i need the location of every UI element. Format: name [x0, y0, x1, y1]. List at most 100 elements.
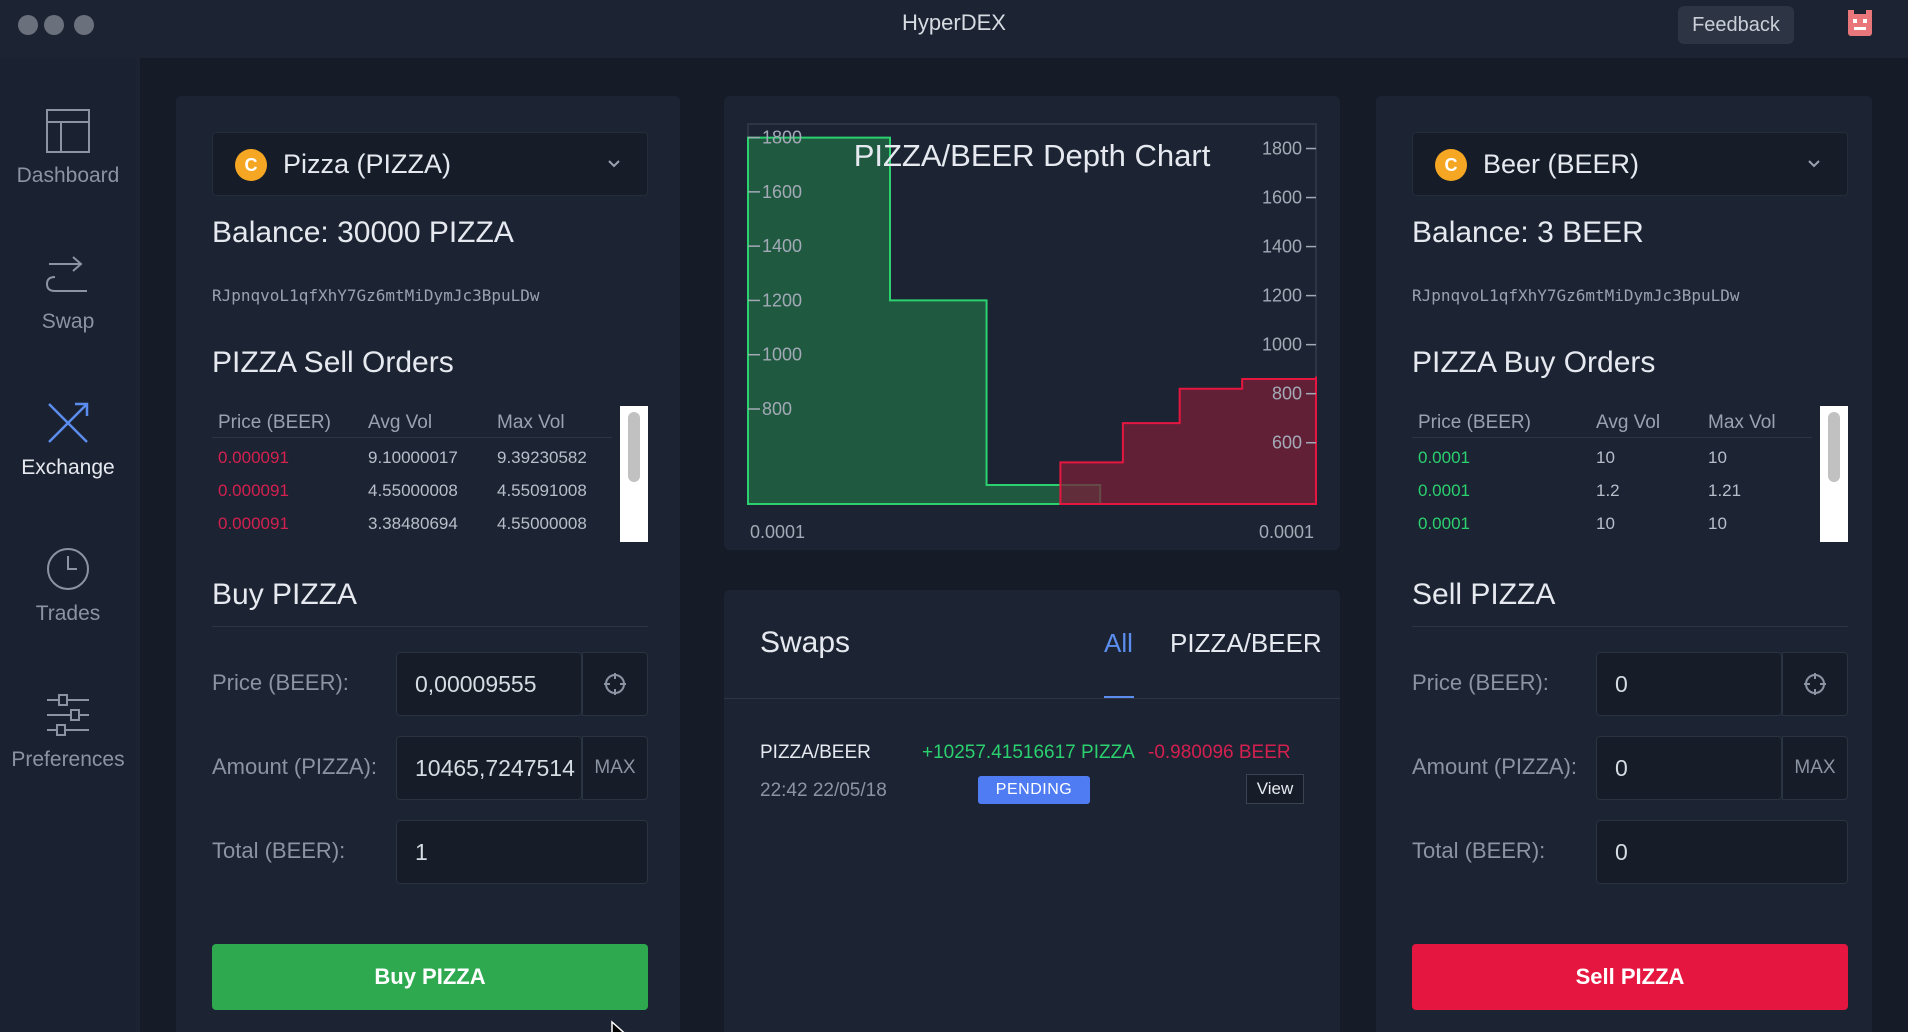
close-window-button[interactable] [18, 15, 38, 35]
column-header-price: Price (BEER) [1418, 412, 1531, 433]
right-tick-label: 1600 [1262, 188, 1302, 208]
x-tick-label: 0.0001 [750, 522, 805, 542]
sell-button[interactable]: Sell PIZZA [1412, 944, 1848, 1010]
price-input[interactable]: 0 [1596, 652, 1782, 716]
scrollbar-thumb[interactable] [628, 412, 640, 482]
chart-title: PIZZA/BEER Depth Chart [854, 138, 1211, 173]
orders-scrollbar[interactable] [620, 406, 648, 542]
sliders-icon [47, 694, 89, 736]
order-max-vol: 9.39230582 [497, 448, 587, 467]
orders-scrollbar[interactable] [1820, 406, 1848, 542]
balance-label: Balance: 3 BEER [1412, 216, 1644, 249]
total-input[interactable]: 0 [1596, 820, 1848, 884]
sell-panel: Beer (BEER) Balance: 3 BEER RJpnqvoL1qfX… [1376, 96, 1872, 1032]
table-row[interactable]: 0.000091 3.38480694 4.55000008 [212, 510, 612, 540]
main-content: Pizza (PIZZA) Balance: 30000 PIZZA RJpnq… [140, 58, 1908, 1032]
pizza-coin-icon [235, 149, 267, 181]
price-target-button[interactable] [1782, 652, 1848, 716]
clock-icon [47, 548, 89, 590]
left-tick-label: 1400 [762, 236, 802, 256]
swap-time: 22:42 22/05/18 [760, 780, 887, 801]
order-price: 0.000091 [218, 481, 289, 500]
divider [724, 698, 1340, 699]
sidebar-item-preferences[interactable]: Preferences [0, 692, 136, 812]
minimize-window-button[interactable] [44, 15, 64, 35]
column-header-max-vol: Max Vol [1708, 412, 1776, 433]
amount-label: Amount (PIZZA): [212, 754, 378, 779]
wallet-address: RJpnqvoL1qfXhY7Gz6mtMiDymJc3BpuLDw [212, 286, 540, 305]
right-tick-label: 1800 [1262, 139, 1302, 159]
total-label: Total (BEER): [1412, 838, 1546, 863]
left-tick-label: 800 [762, 399, 792, 419]
table-header: Price (BEER) Avg Vol Max Vol [1412, 408, 1812, 438]
mouse-cursor-icon [611, 1020, 625, 1032]
wallet-address: RJpnqvoL1qfXhY7Gz6mtMiDymJc3BpuLDw [1412, 286, 1740, 305]
right-tick-label: 1200 [1262, 286, 1302, 306]
amount-input[interactable]: 0 [1596, 736, 1782, 800]
buy-panel: Pizza (PIZZA) Balance: 30000 PIZZA RJpnq… [176, 96, 680, 1032]
total-input[interactable]: 1 [396, 820, 648, 884]
view-swap-button[interactable]: View [1246, 774, 1304, 804]
maximize-window-button[interactable] [74, 15, 94, 35]
scrollbar-thumb[interactable] [1828, 412, 1840, 482]
left-tick-label: 1000 [762, 345, 802, 365]
order-max-vol: 10 [1708, 514, 1727, 533]
avatar-icon[interactable] [1846, 10, 1874, 38]
sidebar-item-trades[interactable]: Trades [0, 546, 136, 666]
price-target-button[interactable] [582, 652, 648, 716]
order-avg-vol: 10 [1596, 448, 1615, 467]
sidebar-item-swap[interactable]: Swap [0, 254, 136, 374]
column-header-avg-vol: Avg Vol [1596, 412, 1661, 433]
sidebar-item-dashboard[interactable]: Dashboard [0, 108, 136, 228]
amount-label: Amount (PIZZA): [1412, 754, 1578, 779]
table-row[interactable]: 0.000091 9.10000017 9.39230582 [212, 444, 612, 474]
sidebar-item-label: Dashboard [16, 164, 120, 187]
beer-coin-icon [1435, 149, 1467, 181]
order-price: 0.0001 [1418, 448, 1470, 467]
order-max-vol: 1.21 [1708, 481, 1742, 500]
status-badge: PENDING [978, 776, 1090, 804]
sidebar-item-exchange[interactable]: Exchange [0, 400, 136, 520]
sidebar-item-label: Exchange [21, 456, 115, 479]
price-input[interactable]: 0,00009555 [396, 652, 582, 716]
order-avg-vol: 3.38480694 [368, 514, 458, 533]
table-row[interactable]: 0.0001 10 10 [1412, 444, 1812, 474]
sidebar-item-label: Swap [41, 310, 95, 333]
column-header-max-vol: Max Vol [497, 412, 565, 433]
app-title: HyperDEX [902, 10, 1006, 35]
order-price: 0.000091 [218, 448, 289, 467]
column-header-price: Price (BEER) [218, 412, 331, 433]
right-tick-label: 800 [1272, 384, 1302, 404]
buy-button[interactable]: Buy PIZZA [212, 944, 648, 1010]
tab-pizza-beer[interactable]: PIZZA/BEER [1170, 628, 1322, 658]
chevron-down-icon [608, 160, 620, 168]
table-header: Price (BEER) Avg Vol Max Vol [212, 408, 612, 438]
swaps-panel: Swaps All PIZZA/BEER PIZZA/BEER +10257.4… [724, 590, 1340, 1032]
order-avg-vol: 4.55000008 [368, 481, 458, 500]
order-max-vol: 4.55000008 [497, 514, 587, 533]
orders-title: PIZZA Sell Orders [212, 346, 454, 379]
table-row[interactable]: 0.0001 10 10 [1412, 510, 1812, 540]
order-price: 0.000091 [218, 514, 289, 533]
depth-chart-panel: PIZZA/BEER Depth Chart 0.0001 0.0001 180… [724, 96, 1340, 550]
order-price: 0.0001 [1418, 481, 1470, 500]
currency-label: Pizza (PIZZA) [283, 149, 452, 179]
currency-select-right[interactable]: Beer (BEER) [1412, 132, 1848, 196]
amount-input[interactable]: 10465,7247514 [396, 736, 582, 800]
feedback-button[interactable]: Feedback [1678, 6, 1794, 44]
sidebar-item-label: Preferences [11, 748, 125, 771]
table-row[interactable]: 0.0001 1.2 1.21 [1412, 477, 1812, 507]
divider [212, 626, 648, 627]
active-tab-indicator [1104, 696, 1134, 699]
column-header-avg-vol: Avg Vol [368, 412, 433, 433]
currency-select-left[interactable]: Pizza (PIZZA) [212, 132, 648, 196]
right-tick-label: 600 [1272, 433, 1302, 453]
max-button[interactable]: MAX [582, 736, 648, 800]
left-tick-label: 1600 [762, 182, 802, 202]
swap-icon [45, 256, 87, 292]
table-row[interactable]: 0.000091 4.55000008 4.55091008 [212, 477, 612, 507]
tab-all[interactable]: All [1104, 628, 1133, 658]
form-title: Sell PIZZA [1412, 578, 1556, 611]
price-label: Price (BEER): [1412, 670, 1549, 695]
max-button[interactable]: MAX [1782, 736, 1848, 800]
